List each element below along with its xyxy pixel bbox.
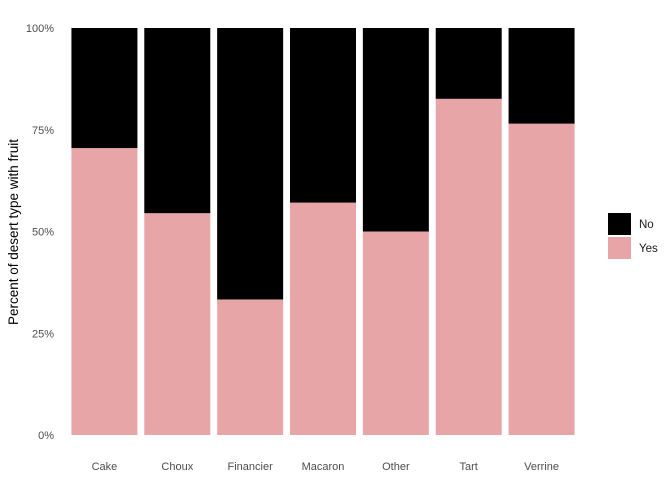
bar-financier-no xyxy=(217,28,284,300)
bar-cake-no xyxy=(71,28,138,149)
bar-cake-yes xyxy=(71,148,138,435)
bar-other-yes xyxy=(362,231,429,435)
bar-verrine-no xyxy=(508,28,575,124)
bar-macaron-yes xyxy=(290,202,356,435)
y-axis-label: Percent of desert type with fruit xyxy=(6,139,21,325)
bar-financier-yes xyxy=(217,299,284,435)
bar-choux-no xyxy=(144,28,211,214)
x-axis-ticks: Cake Choux Financier Macaron Other Tart Verrin… xyxy=(92,461,559,473)
bar-tart-no xyxy=(435,28,502,99)
x-tick-label: Verrine xyxy=(524,461,559,473)
bar-other-no xyxy=(362,28,429,232)
bar-macaron-no xyxy=(290,28,356,203)
y-tick-label: 50% xyxy=(32,227,54,239)
x-tick-label: Cake xyxy=(92,461,118,473)
bar-tart-yes xyxy=(435,98,502,435)
bar-choux-yes xyxy=(144,213,211,435)
y-tick-label: 0% xyxy=(38,430,54,442)
y-tick-label: 100% xyxy=(26,23,54,35)
legend-swatch-no xyxy=(608,213,631,235)
y-axis-ticks: 0% 25% 50% 75% 100% xyxy=(26,23,54,442)
x-tick-label: Macaron xyxy=(302,461,345,473)
legend-label-yes: Yes xyxy=(639,243,658,255)
bar-verrine-yes xyxy=(508,123,575,435)
x-tick-label: Financier xyxy=(228,461,274,473)
x-tick-label: Tart xyxy=(460,461,478,473)
y-tick-label: 75% xyxy=(32,125,54,137)
legend-swatch-yes xyxy=(608,237,631,259)
y-tick-label: 25% xyxy=(32,328,54,340)
x-tick-label: Choux xyxy=(161,461,193,473)
bars-layer xyxy=(71,28,575,435)
legend-label-no: No xyxy=(639,219,654,231)
x-tick-label: Other xyxy=(382,461,410,473)
legend: No Yes xyxy=(608,213,658,259)
